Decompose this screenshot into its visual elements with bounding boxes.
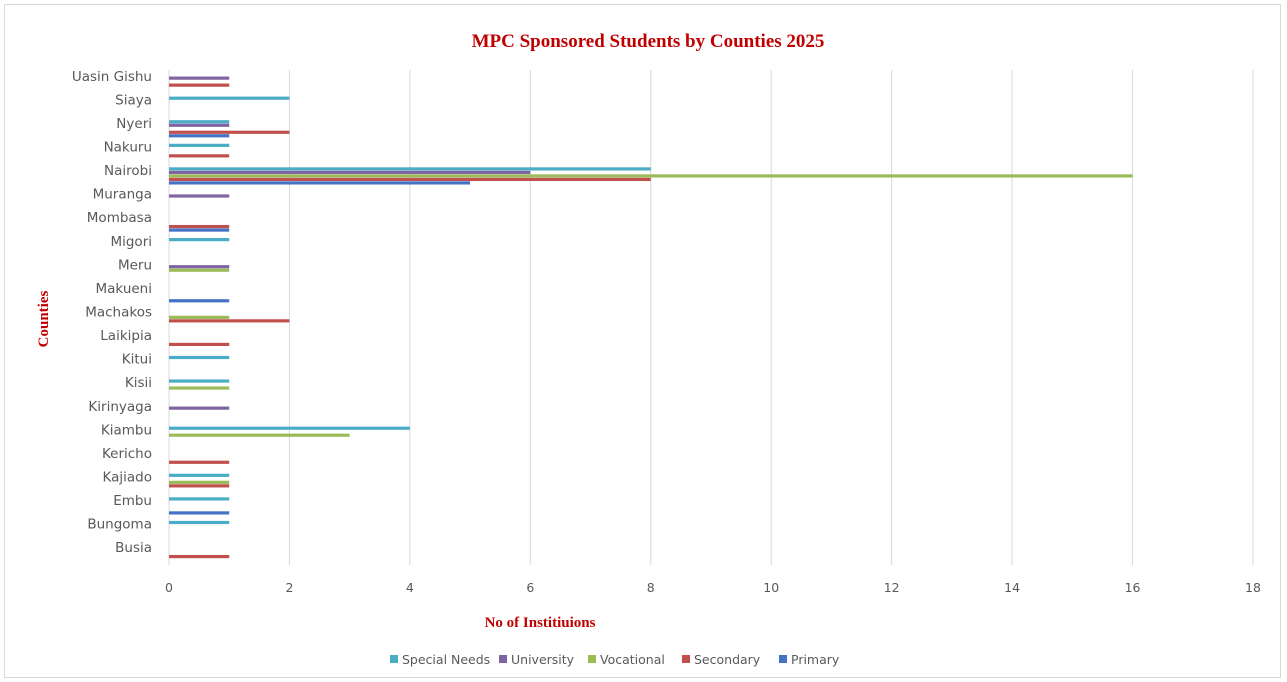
bar-vocational <box>169 316 229 319</box>
chart-title: MPC Sponsored Students by Counties 2025 <box>472 31 825 52</box>
x-tick-label: 6 <box>526 580 534 595</box>
bar-special-needs <box>169 167 651 170</box>
bar-secondary <box>169 178 651 181</box>
bar-primary <box>169 181 470 184</box>
bar-secondary <box>169 225 229 228</box>
category-label: Siaya <box>115 92 152 108</box>
legend-swatch <box>682 655 690 663</box>
bar-vocational <box>169 434 350 437</box>
legend-swatch <box>588 655 596 663</box>
category-label: Machakos <box>85 305 152 321</box>
category-label: Makueni <box>96 281 153 297</box>
category-label: Mombasa <box>87 210 152 226</box>
bar-university <box>169 265 229 268</box>
x-tick-label: 12 <box>884 580 900 595</box>
legend-swatch <box>499 655 507 663</box>
legend-swatch <box>779 655 787 663</box>
category-label: Migori <box>110 234 152 250</box>
bar-university <box>169 77 229 80</box>
category-label: Laikipia <box>100 328 152 344</box>
bar-vocational <box>169 481 229 484</box>
bar-primary <box>169 228 229 231</box>
x-tick-label: 16 <box>1125 580 1141 595</box>
legend-label: University <box>511 652 575 667</box>
bar-special-needs <box>169 379 229 382</box>
bar-special-needs <box>169 120 229 123</box>
bar-secondary <box>169 484 229 487</box>
x-tick-label: 14 <box>1004 580 1020 595</box>
bar-primary <box>169 511 229 514</box>
bar-primary <box>169 134 229 137</box>
bar-secondary <box>169 154 229 157</box>
bar-special-needs <box>169 427 410 430</box>
bar-special-needs <box>169 497 229 500</box>
bar-secondary <box>169 555 229 558</box>
gridlines <box>169 70 1253 565</box>
legend-label: Vocational <box>600 652 665 667</box>
category-label: Muranga <box>93 187 152 203</box>
bar-special-needs <box>169 521 229 524</box>
bar-special-needs <box>169 356 229 359</box>
x-tick-labels: 0 2 4 6 8 10 12 14 16 18 <box>165 580 1261 595</box>
bar-special-needs <box>169 97 289 100</box>
y-axis-title: Counties <box>36 291 52 348</box>
legend-swatch <box>390 655 398 663</box>
x-tick-label: 8 <box>647 580 655 595</box>
x-tick-label: 18 <box>1245 580 1261 595</box>
bar-secondary <box>169 461 229 464</box>
category-labels: Busia Bungoma Embu Kajiado Kericho Kiambu Kiri… <box>72 69 152 556</box>
legend-label: Secondary <box>694 652 761 667</box>
bar-special-needs <box>169 474 229 477</box>
category-label: Nyeri <box>116 116 152 132</box>
category-label: Uasin Gishu <box>72 69 152 85</box>
category-label: Kitui <box>122 352 152 368</box>
x-tick-label: 4 <box>406 580 414 595</box>
category-label: Kericho <box>102 446 152 462</box>
bar-secondary <box>169 84 229 87</box>
category-label: Embu <box>113 493 152 509</box>
category-label: Kiambu <box>101 422 152 438</box>
legend-label: Primary <box>791 652 840 667</box>
bar-university <box>169 407 229 410</box>
bar-university <box>169 171 530 174</box>
bar-special-needs <box>169 238 229 241</box>
x-tick-label: 0 <box>165 580 173 595</box>
x-axis-title: No of Institiuions <box>485 615 596 631</box>
bar-vocational <box>169 269 229 272</box>
bar-primary <box>169 299 229 302</box>
bar-vocational <box>169 174 1133 177</box>
bar-secondary <box>169 319 289 322</box>
x-tick-label: 10 <box>763 580 779 595</box>
category-label: Bungoma <box>87 517 152 533</box>
legend-label: Special Needs <box>402 652 490 667</box>
category-label: Kirinyaga <box>88 399 152 415</box>
category-label: Kisii <box>125 375 152 391</box>
legend: Special Needs University Vocational Seconda… <box>390 652 840 667</box>
bar-secondary <box>169 131 289 134</box>
bar-special-needs <box>169 144 229 147</box>
category-label: Meru <box>118 257 152 273</box>
bar-vocational <box>169 386 229 389</box>
x-tick-label: 2 <box>285 580 293 595</box>
category-label: Nakuru <box>104 140 152 156</box>
bar-university <box>169 194 229 197</box>
bar-secondary <box>169 343 229 346</box>
category-label: Kajiado <box>103 470 153 486</box>
category-label: Busia <box>115 540 152 556</box>
category-label: Nairobi <box>104 163 152 179</box>
bar-university <box>169 124 229 127</box>
